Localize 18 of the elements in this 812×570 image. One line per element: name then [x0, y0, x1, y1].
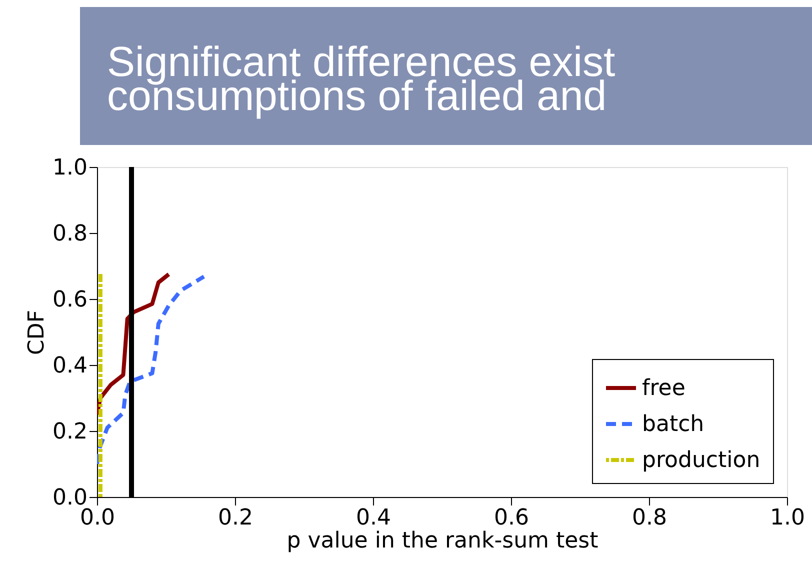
- y-tick-label: 1.0: [52, 156, 88, 180]
- x-tick-label: 0.0: [80, 506, 115, 530]
- legend-label: batch: [642, 412, 704, 437]
- x-tick-label: 0.2: [218, 506, 253, 530]
- y-tick-label: 0.4: [52, 354, 88, 378]
- legend-label: production: [642, 448, 760, 473]
- chart-title: Significant differences exist consumptions of failed and: [107, 38, 616, 119]
- x-tick-label: 0.4: [356, 506, 391, 530]
- x-tick-label: 1.0: [770, 506, 805, 530]
- line-series: [97, 274, 206, 466]
- y-axis-title: CDF: [24, 310, 50, 355]
- y-tick-label: 0.2: [52, 420, 88, 444]
- y-tick-label: 0.6: [52, 288, 88, 312]
- x-tick-label: 0.6: [494, 506, 529, 530]
- x-tick-label: 0.8: [632, 506, 667, 530]
- x-axis-title: p value in the rank-sum test: [286, 528, 599, 554]
- y-tick-label: 0.8: [52, 222, 88, 246]
- legend-label: free: [642, 376, 686, 401]
